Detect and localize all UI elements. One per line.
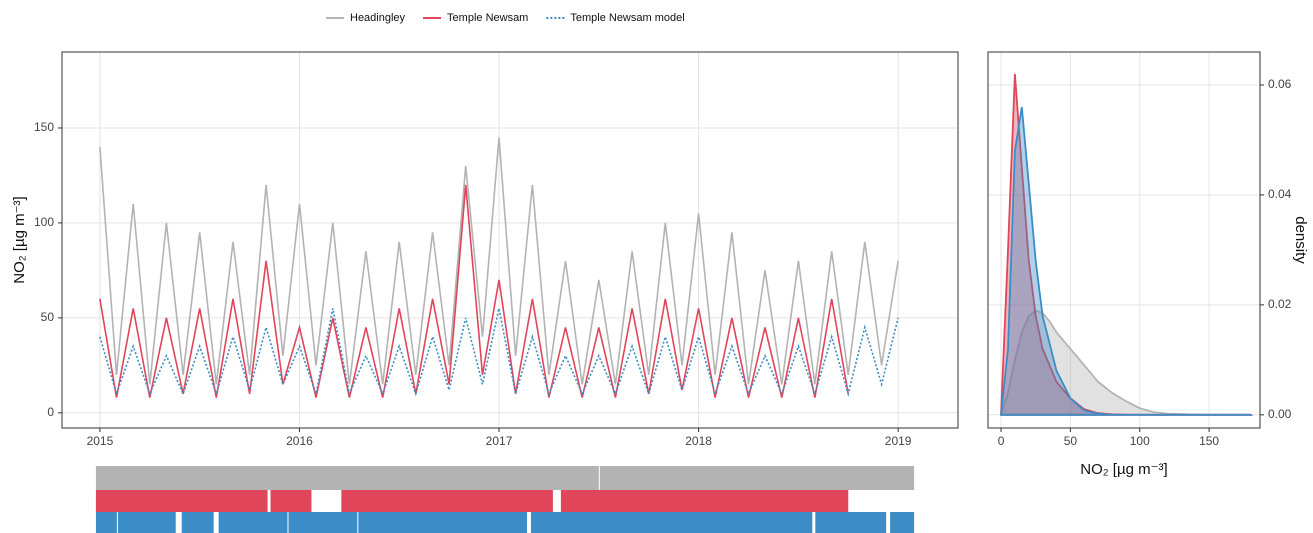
y-axis-title: NO₂ [µg m⁻³] bbox=[11, 196, 28, 283]
y2-tick-label: 0.04 bbox=[1268, 187, 1292, 201]
panel-bg bbox=[62, 52, 958, 428]
x-tick-label: 150 bbox=[1199, 434, 1219, 448]
availability-bar bbox=[815, 512, 887, 533]
x-tick-label: 2019 bbox=[885, 434, 912, 448]
panel-border bbox=[61, 51, 959, 429]
y2-tick-label: 0.06 bbox=[1268, 77, 1292, 91]
availability-bar bbox=[270, 490, 312, 512]
y-tick-label: 150 bbox=[34, 120, 54, 134]
availability-bar bbox=[599, 466, 915, 490]
availability-bar bbox=[95, 490, 268, 512]
availability-bar bbox=[117, 512, 176, 533]
series-line bbox=[99, 137, 899, 385]
legend-label: Temple Newsam model bbox=[570, 12, 684, 24]
availability-bar bbox=[560, 490, 849, 512]
x-tick-label: 2016 bbox=[286, 434, 313, 448]
availability-bar bbox=[181, 512, 214, 533]
legend-label: Headingley bbox=[350, 12, 406, 24]
x-tick-label: 2015 bbox=[87, 434, 114, 448]
y2-tick-label: 0.00 bbox=[1268, 407, 1292, 421]
x-axis-title: NO₂ [µg m⁻³] bbox=[1080, 461, 1167, 478]
y2-tick-label: 0.02 bbox=[1268, 297, 1292, 311]
y-tick-label: 100 bbox=[34, 215, 54, 229]
x-tick-label: 2018 bbox=[685, 434, 712, 448]
series-line bbox=[99, 184, 849, 398]
availability-bar bbox=[341, 490, 553, 512]
series-line bbox=[99, 308, 899, 397]
availability-bar bbox=[530, 512, 813, 533]
density-area bbox=[1000, 106, 1254, 416]
x-tick-label: 2017 bbox=[486, 434, 513, 448]
x-tick-label: 50 bbox=[1064, 434, 1078, 448]
x-tick-label: 0 bbox=[998, 434, 1005, 448]
y-tick-label: 50 bbox=[41, 310, 55, 324]
availability-bar bbox=[95, 512, 117, 533]
availability-bar bbox=[288, 512, 358, 533]
availability-bar bbox=[95, 466, 599, 490]
availability-bar bbox=[358, 512, 527, 533]
availability-bar bbox=[218, 512, 288, 533]
x-tick-label: 100 bbox=[1130, 434, 1150, 448]
y2-axis-title: density bbox=[1292, 216, 1309, 264]
availability-bar bbox=[890, 512, 915, 533]
y-tick-label: 0 bbox=[47, 405, 54, 419]
panel-border bbox=[987, 51, 1261, 429]
legend-label: Temple Newsam bbox=[447, 12, 528, 24]
